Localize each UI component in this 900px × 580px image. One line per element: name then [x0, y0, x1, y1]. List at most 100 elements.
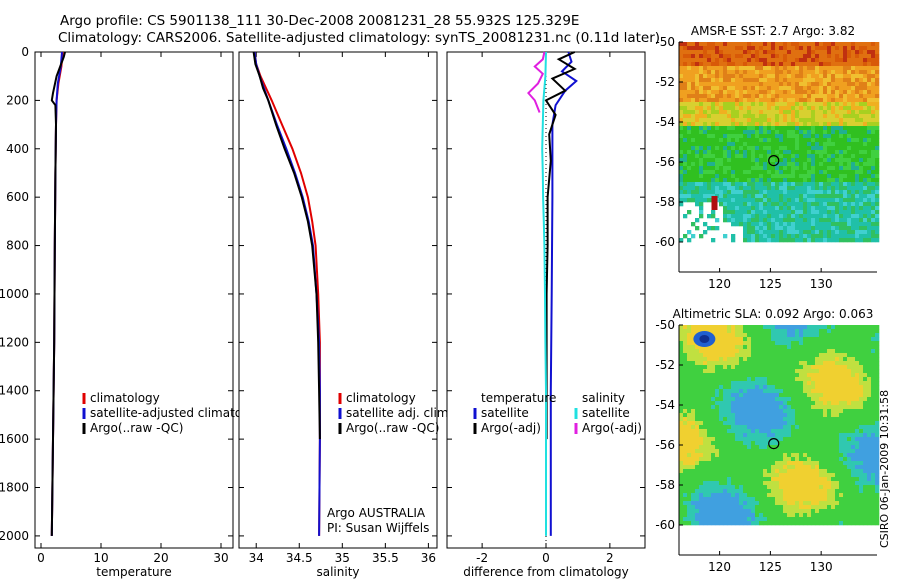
map-cell — [699, 186, 704, 191]
map-cell — [835, 74, 840, 79]
map-cell — [687, 481, 692, 486]
map-cell — [787, 397, 792, 402]
map-cell — [727, 42, 732, 47]
map-cell — [875, 369, 880, 374]
map-cell — [811, 485, 816, 490]
map-cell — [759, 94, 764, 99]
map-cell — [755, 82, 760, 87]
map-cell — [683, 489, 688, 494]
map-cell — [743, 46, 748, 51]
map-cell — [843, 70, 848, 75]
map-cell — [851, 54, 856, 59]
map-cell — [703, 409, 708, 414]
map-cell — [807, 214, 812, 219]
map-cell — [867, 377, 872, 382]
map-cell — [843, 497, 848, 502]
map-cell — [807, 86, 812, 91]
map-cell — [847, 158, 852, 163]
map-cell — [835, 66, 840, 71]
map-cell — [851, 485, 856, 490]
map-cell — [807, 437, 812, 442]
map-cell — [707, 425, 712, 430]
map-cell — [807, 114, 812, 119]
map-cell — [699, 166, 704, 171]
map-cell — [775, 110, 780, 115]
map-cell — [735, 154, 740, 159]
map-cell — [739, 194, 744, 199]
map-cell — [863, 385, 868, 390]
map-cell — [815, 126, 820, 131]
map-cell — [851, 477, 856, 482]
map-cell — [691, 82, 696, 87]
map-cell — [715, 409, 720, 414]
map-cell — [803, 369, 808, 374]
map-cell — [819, 190, 824, 195]
map-cell — [811, 54, 816, 59]
map-cell — [751, 461, 756, 466]
map-cell — [847, 178, 852, 183]
map-cell — [683, 194, 688, 199]
map-cell — [803, 90, 808, 95]
map-cell — [715, 345, 720, 350]
map-cell — [811, 178, 816, 183]
map-cell — [815, 98, 820, 103]
map-cell — [699, 62, 704, 67]
map-cell — [795, 333, 800, 338]
map-cell — [711, 114, 716, 119]
map-cell — [863, 481, 868, 486]
map-cell — [751, 98, 756, 103]
map-cell — [687, 401, 692, 406]
map-cell — [775, 218, 780, 223]
map-cell — [723, 425, 728, 430]
map-cell — [847, 505, 852, 510]
map-cell — [863, 74, 868, 79]
map-cell — [715, 509, 720, 514]
map-cell — [871, 126, 876, 131]
map-cell — [767, 485, 772, 490]
map-cell — [851, 373, 856, 378]
map-cell — [755, 513, 760, 518]
map-cell — [691, 329, 696, 334]
map-cell — [719, 158, 724, 163]
map-cell — [807, 50, 812, 55]
map-cell — [863, 449, 868, 454]
map-cell — [875, 417, 880, 422]
map-cell — [807, 457, 812, 462]
map-cell — [847, 154, 852, 159]
map-cell — [775, 337, 780, 342]
map-cell — [699, 78, 704, 83]
map-cell — [699, 353, 704, 358]
map-cell — [839, 365, 844, 370]
map-cell — [691, 78, 696, 83]
map-cell — [683, 134, 688, 139]
map-cell — [799, 50, 804, 55]
map-cell — [855, 373, 860, 378]
map-cell — [739, 218, 744, 223]
map-cell — [811, 341, 816, 346]
map-cell — [707, 58, 712, 63]
map-cell — [683, 365, 688, 370]
map-cell — [715, 413, 720, 418]
map-cell — [823, 485, 828, 490]
map-cell — [795, 234, 800, 239]
map-cell — [743, 481, 748, 486]
map-cell — [859, 377, 864, 382]
map-cell — [707, 50, 712, 55]
map-cell — [783, 150, 788, 155]
map-cell — [811, 505, 816, 510]
map-cell — [731, 393, 736, 398]
map-cell — [683, 214, 688, 219]
map-cell — [839, 126, 844, 131]
map-cell — [815, 393, 820, 398]
map-cell — [691, 50, 696, 55]
map-cell — [723, 194, 728, 199]
map-cell — [755, 409, 760, 414]
map-cell — [787, 146, 792, 151]
map-cell — [823, 74, 828, 79]
map-cell — [759, 186, 764, 191]
map-cell — [875, 46, 880, 51]
map-cell — [871, 90, 876, 95]
map-cell — [735, 118, 740, 123]
map-cell — [743, 469, 748, 474]
map-cell — [835, 421, 840, 426]
